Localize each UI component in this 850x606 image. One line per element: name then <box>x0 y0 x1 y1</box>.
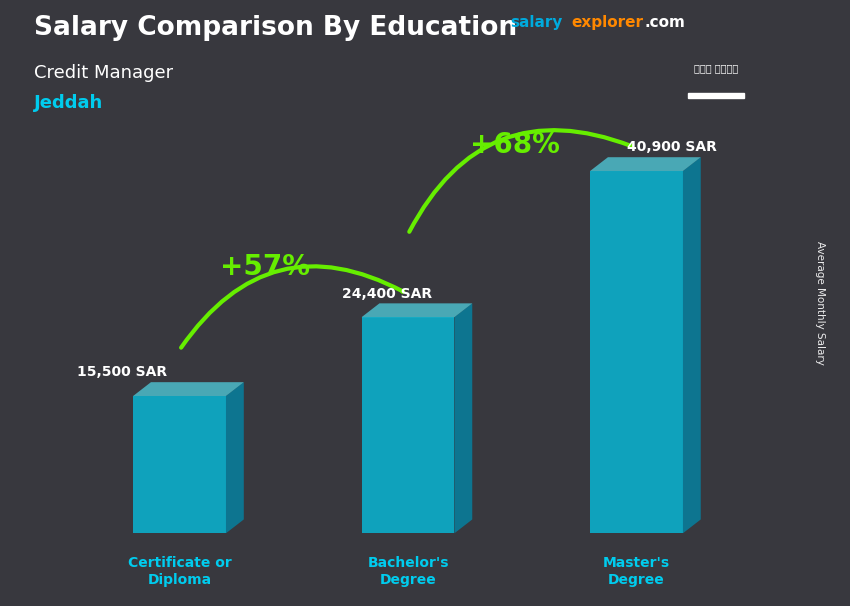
Text: 40,900 SAR: 40,900 SAR <box>627 141 717 155</box>
Text: 15,500 SAR: 15,500 SAR <box>77 365 167 379</box>
FancyArrowPatch shape <box>410 130 632 232</box>
Text: Credit Manager: Credit Manager <box>34 64 173 82</box>
Text: Bachelor's
Degree: Bachelor's Degree <box>367 556 449 587</box>
Polygon shape <box>226 382 244 533</box>
Text: Certificate or
Diploma: Certificate or Diploma <box>128 556 231 587</box>
Text: .com: .com <box>644 15 685 30</box>
Polygon shape <box>683 157 700 533</box>
Polygon shape <box>361 317 455 533</box>
Polygon shape <box>590 171 683 533</box>
Polygon shape <box>133 382 244 396</box>
Text: Salary Comparison By Education: Salary Comparison By Education <box>34 15 517 41</box>
Polygon shape <box>361 304 473 317</box>
Text: explorer: explorer <box>571 15 643 30</box>
Text: Jeddah: Jeddah <box>34 94 103 112</box>
Text: +68%: +68% <box>470 131 560 159</box>
Polygon shape <box>455 304 473 533</box>
Text: Master's
Degree: Master's Degree <box>603 556 670 587</box>
Text: +57%: +57% <box>220 253 310 281</box>
Polygon shape <box>133 396 226 533</box>
Text: Average Monthly Salary: Average Monthly Salary <box>815 241 825 365</box>
Bar <box>688 93 745 98</box>
Text: بسم الله: بسم الله <box>694 63 739 73</box>
Text: salary: salary <box>510 15 563 30</box>
FancyArrowPatch shape <box>181 266 403 348</box>
Polygon shape <box>590 157 700 171</box>
Text: 24,400 SAR: 24,400 SAR <box>342 287 432 301</box>
